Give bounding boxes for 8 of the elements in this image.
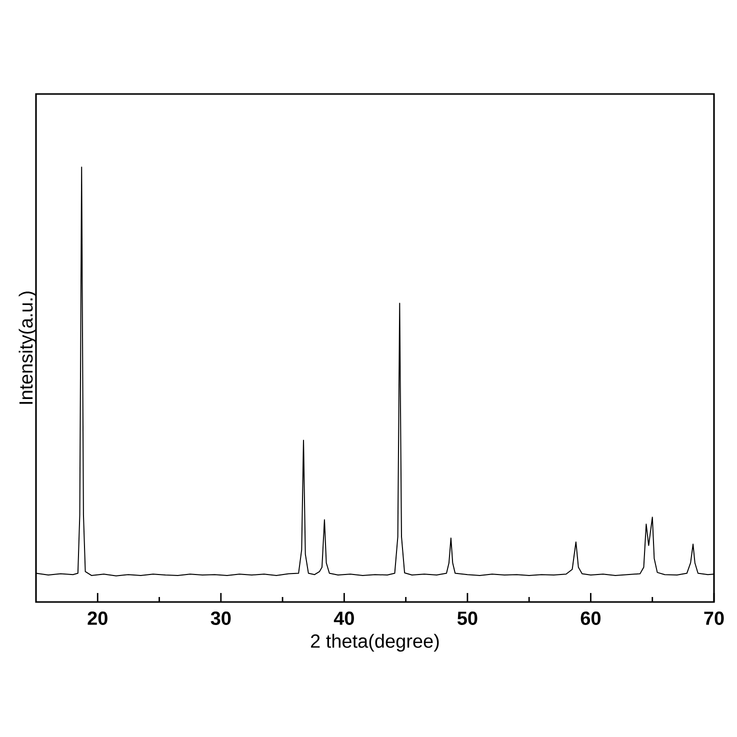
- y-axis-title: Intensity(a.u.): [18, 292, 36, 404]
- x-axis-title: 2 theta(degree): [311, 634, 439, 652]
- x-tick-label: 30: [210, 612, 231, 626]
- x-tick-label: 60: [580, 612, 601, 625]
- x-tick-label: 20: [88, 612, 108, 625]
- x-tick-label: 70: [704, 612, 724, 625]
- x-tick-label: 50: [457, 612, 478, 625]
- x-tick-label: 40: [334, 612, 354, 625]
